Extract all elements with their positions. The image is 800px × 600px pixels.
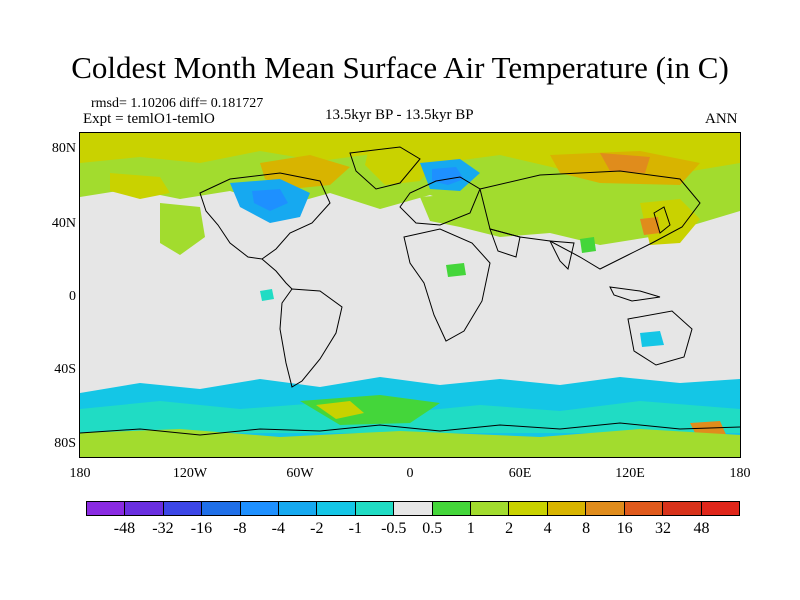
field-africa-green — [446, 263, 466, 277]
lat-tick-label: 40N — [51, 216, 76, 231]
colorbar-box — [86, 501, 125, 516]
coast-indonesia — [609, 286, 661, 302]
colorbar-label: 4 — [543, 520, 552, 537]
colorbar-box — [585, 501, 624, 516]
colorbar-label: -0.5 — [381, 520, 407, 537]
colorbar-box — [393, 501, 432, 516]
colorbar-label: -48 — [113, 520, 136, 537]
colorbar-box — [662, 501, 701, 516]
chart-title: Coldest Month Mean Surface Air Temperatu… — [71, 50, 729, 85]
map-canvas — [80, 133, 740, 457]
colorbar-label: 0.5 — [422, 520, 443, 537]
colorbar-label: 32 — [655, 520, 672, 537]
coastlines — [80, 146, 740, 436]
colorbar-box — [546, 501, 586, 516]
lat-tick-label: 80N — [51, 141, 76, 156]
colorbar — [86, 501, 740, 516]
colorbar-label: 1 — [466, 520, 475, 537]
field-australia-cyan — [640, 331, 664, 347]
colorbar-box — [470, 501, 509, 516]
field-antarctic-bright-green — [80, 429, 740, 457]
coast-south-america — [279, 288, 343, 388]
coast-arabia — [489, 228, 521, 258]
season-text: ANN — [705, 111, 738, 127]
coast-central-america — [261, 258, 293, 290]
colorbar-box — [239, 501, 279, 516]
field-japan-orange — [640, 217, 660, 235]
field-india-green — [580, 237, 596, 253]
field-hudson-blue — [252, 189, 288, 211]
colorbar-box — [700, 501, 740, 516]
colorbar-label: 48 — [693, 520, 710, 537]
colorbar-label: -32 — [152, 520, 174, 537]
lon-tick-label: 120W — [172, 466, 208, 481]
coast-asia — [479, 170, 701, 270]
colorbar-box — [162, 501, 202, 516]
colorbar-label: -16 — [190, 520, 213, 537]
lon-tick-label: 0 — [406, 466, 414, 481]
colorbar-label: -4 — [271, 520, 285, 537]
colorbar-box — [316, 501, 355, 516]
period-text: 13.5kyr BP - 13.5kyr BP — [325, 107, 474, 123]
coast-north-america — [199, 172, 331, 260]
field-antarctic-yellow — [316, 401, 364, 419]
lon-tick-label: 60W — [286, 466, 314, 481]
coast-antarctica — [80, 422, 740, 436]
lon-tick-label: 180 — [69, 466, 91, 481]
colorbar-label: 2 — [505, 520, 514, 537]
field-eurasia-green — [420, 191, 650, 245]
coast-australia — [627, 310, 693, 366]
colorbar-box — [124, 501, 163, 516]
map-panel — [79, 132, 741, 458]
colorbar-box — [431, 501, 471, 516]
stats-text: rmsd= 1.10206 diff= 0.181727 — [91, 96, 264, 111]
field-siberia-orange — [600, 153, 650, 173]
colorbar-label: -8 — [233, 520, 247, 537]
experiment-text: Expt = temlO1-temlO — [83, 111, 215, 127]
coast-greenland — [349, 146, 421, 190]
colorbar-box — [623, 501, 663, 516]
field-alaska-yellow — [110, 173, 170, 199]
colorbar-box — [278, 501, 317, 516]
lon-tick-label: 120E — [615, 466, 645, 481]
colorbar-label: -1 — [348, 520, 362, 537]
field-atlantic-cyan — [260, 289, 274, 301]
coast-japan — [653, 206, 671, 234]
colorbar-label: -2 — [310, 520, 324, 537]
field-pacific-green — [160, 203, 205, 255]
field-greenland-yellow — [365, 141, 440, 185]
coast-africa — [403, 228, 491, 342]
lat-tick-label: 40S — [54, 362, 76, 377]
colorbar-box — [508, 501, 547, 516]
colorbar-label: 16 — [616, 520, 633, 537]
lon-tick-label: 60E — [508, 466, 532, 481]
colorbar-box — [354, 501, 394, 516]
coast-india — [549, 240, 575, 270]
lat-tick-label: 80S — [54, 436, 76, 451]
colorbar-box — [201, 501, 240, 516]
colorbar-label: 8 — [582, 520, 591, 537]
lat-tick-label: 0 — [69, 289, 76, 304]
lon-tick-label: 180 — [729, 466, 751, 481]
